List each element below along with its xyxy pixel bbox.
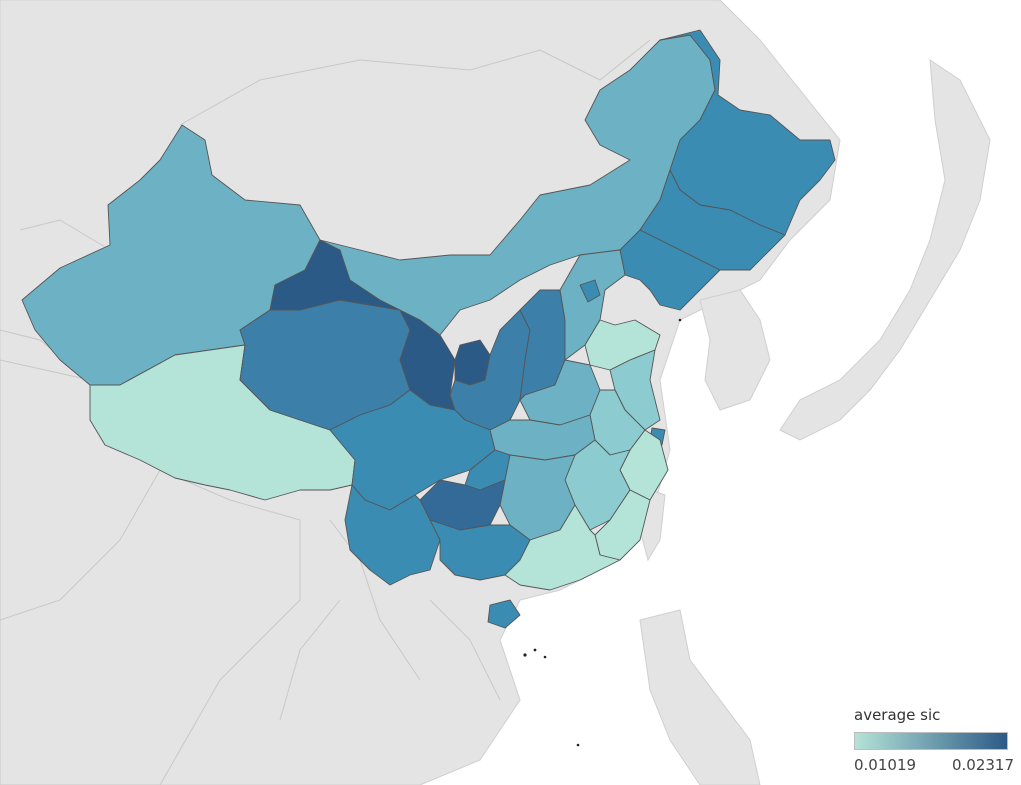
legend-title: average sic xyxy=(854,706,941,724)
region-shandong xyxy=(584,319,661,371)
country-border xyxy=(0,219,501,721)
region-hebei xyxy=(559,249,626,361)
island-dot xyxy=(523,653,527,657)
legend-labels: 0.01019 0.02317 xyxy=(854,756,1014,774)
south-sea-islands xyxy=(523,318,682,747)
region-liaoning xyxy=(619,229,721,311)
island-dot xyxy=(576,743,580,747)
region-beijing xyxy=(579,279,601,303)
region-guangdong xyxy=(504,504,621,591)
legend-min-label: 0.01019 xyxy=(854,756,917,774)
philippines-landmass xyxy=(639,609,761,785)
island-dot xyxy=(533,648,537,652)
region-ningxia xyxy=(454,339,491,386)
island-dot xyxy=(678,318,682,322)
region-yunnan xyxy=(344,484,441,586)
legend-max-label: 0.02317 xyxy=(951,756,1014,774)
china-provinces xyxy=(21,29,836,629)
korea-landmass xyxy=(699,289,771,411)
japan-landmass xyxy=(779,59,991,441)
color-legend: average sic 0.01019 0.02317 xyxy=(854,706,1014,774)
region-hainan xyxy=(487,599,521,629)
island-dot xyxy=(543,655,547,659)
mongolia-border xyxy=(179,39,651,126)
legend-gradient-bar xyxy=(854,732,1008,750)
